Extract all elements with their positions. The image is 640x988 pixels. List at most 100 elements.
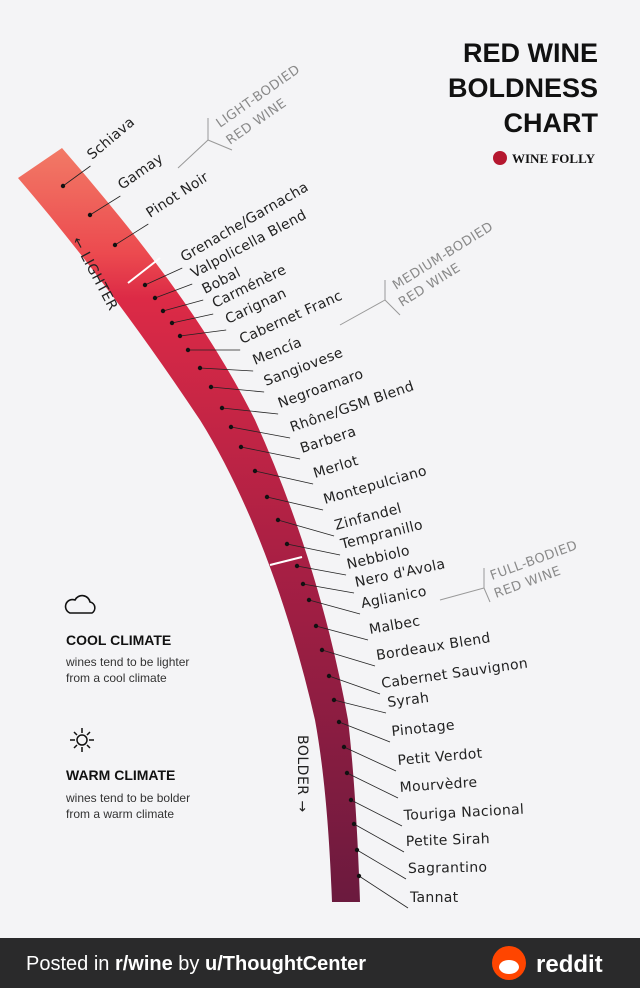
leader-line [89, 195, 121, 216]
wine-dot [344, 770, 350, 776]
wine-dot [228, 424, 234, 430]
leader-line [286, 543, 341, 556]
wine-dot [197, 365, 203, 371]
footer-text: Posted in r/wine by u/ThoughtCenter [26, 953, 366, 975]
footer-part: Posted in [26, 953, 115, 975]
leader-line [328, 675, 381, 695]
leader-line [346, 772, 399, 799]
wine-dot [219, 405, 225, 411]
leader-line [358, 875, 409, 909]
wine-dot [264, 494, 270, 500]
leader-line [333, 699, 387, 714]
wine-dot [160, 308, 166, 314]
wine-dot [348, 797, 354, 803]
wine-dot [341, 744, 347, 750]
wine-dot [313, 623, 319, 629]
legend-text: wines tend to be lighter [65, 655, 189, 669]
wine-dot [152, 295, 158, 301]
title-line: BOLDNESS [448, 73, 598, 103]
wine-dot [294, 563, 300, 569]
wine-dot [112, 242, 118, 248]
wine-dot [356, 873, 362, 879]
bracket [207, 139, 233, 151]
boldness-band [18, 148, 360, 902]
reddit-icon-face [499, 960, 519, 974]
legend-title: WARM CLIMATE [66, 767, 175, 783]
leader-line [356, 849, 407, 880]
leader-line [162, 299, 204, 312]
legend-text: from a cool climate [66, 671, 167, 685]
leader-line [350, 799, 403, 827]
legend-text: wines tend to be bolder [65, 791, 190, 805]
footer-part: by [173, 953, 205, 975]
bracket [483, 587, 491, 603]
leader-line [240, 446, 301, 460]
leader-line [144, 267, 183, 286]
wine-label: Sagrantino [408, 860, 488, 877]
footer-part[interactable]: u/ThoughtCenter [205, 953, 366, 975]
sun-icon [70, 728, 94, 752]
wine-dot [87, 212, 93, 218]
wine-dot [252, 468, 258, 474]
leader-line [302, 583, 355, 594]
legend-title: COOL CLIMATE [66, 632, 171, 648]
leader-line [221, 407, 279, 415]
leader-line [179, 329, 227, 337]
wine-dot [326, 673, 332, 679]
title-line: CHART [504, 108, 599, 138]
brand: WINE FOLLY [512, 151, 596, 166]
wine-label: Petit Verdot [397, 746, 483, 769]
leader-line [230, 426, 291, 439]
leader-line [154, 283, 193, 299]
wine-dot [177, 333, 183, 339]
leader-line [338, 721, 391, 743]
wine-label: Mourvèdre [399, 775, 478, 796]
legend-text: from a warm climate [66, 807, 174, 821]
wine-dot [208, 384, 214, 390]
leader-line [210, 386, 265, 393]
brand-icon [493, 151, 507, 165]
wine-dot [284, 541, 290, 547]
leader-line [315, 625, 369, 641]
background [0, 0, 640, 938]
wine-dot [142, 282, 148, 288]
leader-line [308, 599, 361, 615]
leader-line [321, 649, 376, 667]
title-line: RED WINE [463, 38, 598, 68]
footer-part[interactable]: r/wine [115, 953, 173, 975]
wine-dot [351, 821, 357, 827]
wine-label: Touriga Nacional [402, 802, 524, 824]
wine-dot [60, 183, 66, 189]
wine-dot [238, 444, 244, 450]
leader-line [254, 470, 314, 485]
leader-line [266, 496, 324, 511]
leader-line [62, 165, 91, 187]
wine-label: Tannat [409, 890, 459, 906]
footer-bar [0, 938, 640, 988]
wine-dot [300, 581, 306, 587]
leader-line [199, 367, 254, 372]
leader-line [353, 823, 405, 853]
wine-dot [354, 847, 360, 853]
bracket [384, 299, 401, 316]
wine-dot [331, 697, 337, 703]
wine-label: Petite Sirah [406, 831, 491, 850]
wine-dot [275, 517, 281, 523]
wine-dot [169, 320, 175, 326]
wine-dot [306, 597, 312, 603]
wine-dot [319, 647, 325, 653]
leader-line [114, 223, 149, 246]
leader-line [296, 565, 347, 576]
divider [269, 556, 303, 566]
leader-line [277, 519, 335, 537]
wine-label: Syrah [387, 690, 431, 711]
leader-line [171, 313, 214, 324]
divider [127, 257, 161, 284]
cloud-icon [64, 594, 96, 614]
reddit-brand: reddit [536, 951, 603, 978]
leader-line [343, 746, 397, 772]
wine-label: Pinotage [391, 717, 456, 740]
wine-dot [185, 347, 191, 353]
wine-dot [336, 719, 342, 725]
